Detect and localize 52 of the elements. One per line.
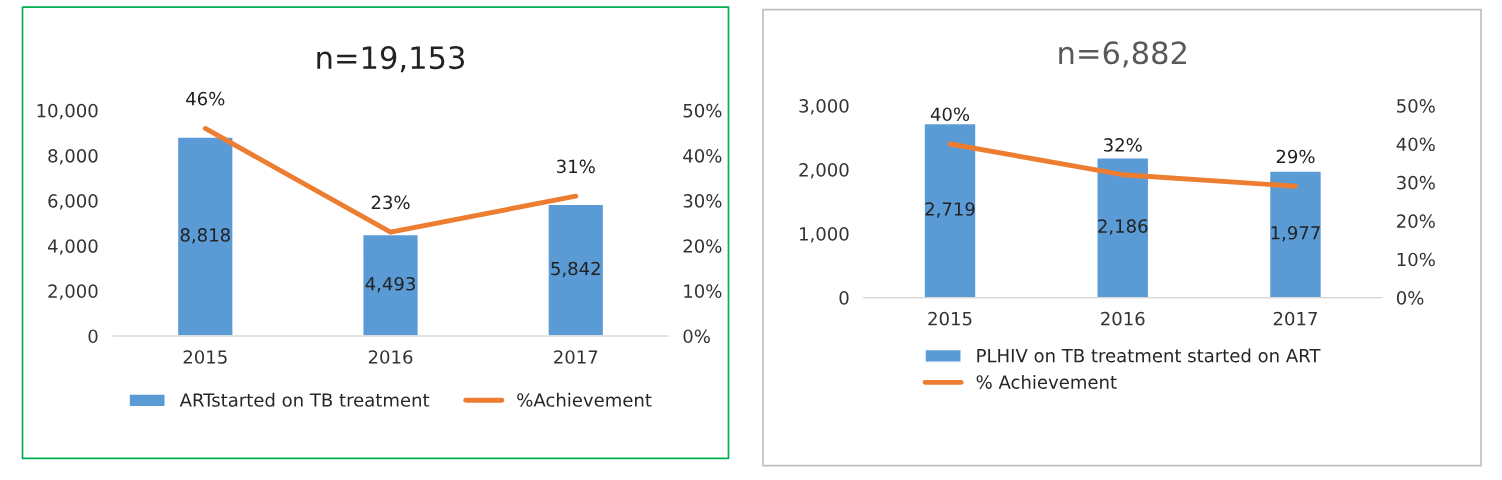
- y2-tick-label: 50%: [1397, 99, 1435, 113]
- y2-tick-label: 30%: [1397, 175, 1435, 190]
- x-tick-label: 2016: [368, 350, 413, 364]
- data-label: 31%: [557, 159, 595, 174]
- data-label: 32%: [1104, 138, 1142, 152]
- bar: [1268, 170, 1323, 298]
- y-tick-label: 2,000: [799, 163, 849, 179]
- y-tick-label: 4,000: [47, 239, 98, 255]
- y-tick-label: 2,000: [48, 284, 98, 300]
- chart-title: n=6,882: [1059, 41, 1186, 68]
- x-tick-label: 2017: [554, 350, 598, 364]
- x-tick-label: 2016: [1101, 311, 1145, 326]
- data-label: 1,977: [1271, 225, 1320, 242]
- legend-label: % Achievement: [976, 374, 1117, 389]
- y2-tick-label: 30%: [683, 194, 722, 208]
- x-tick-label: 2015: [928, 311, 972, 326]
- y-tick-label: 8,000: [48, 148, 98, 165]
- y-tick-label: 0: [839, 291, 849, 305]
- x-tick-label: 2017: [1273, 311, 1317, 326]
- data-label: 2,186: [1098, 219, 1148, 235]
- data-label: 23%: [371, 195, 410, 210]
- bar: [1096, 157, 1150, 298]
- y2-tick-label: 40%: [1396, 137, 1435, 152]
- y-tick-label: 0: [88, 329, 98, 344]
- bar: [923, 122, 977, 298]
- y-tick-label: 6,000: [48, 194, 98, 210]
- y2-tick-label: 0%: [1396, 291, 1424, 305]
- legend-label: %Achievement: [517, 392, 652, 407]
- y2-tick-label: 50%: [683, 103, 722, 118]
- chart-title: n=19,153: [317, 46, 465, 73]
- bar: [547, 203, 605, 336]
- y2-tick-label: 20%: [683, 239, 722, 253]
- data-label: 40%: [930, 107, 970, 122]
- y2-tick-label: 0%: [683, 329, 710, 344]
- y-tick-label: 1,000: [800, 227, 849, 243]
- data-label: 5,842: [551, 261, 600, 278]
- y-tick-label: 10,000: [37, 103, 98, 120]
- y2-tick-label: 40%: [683, 148, 722, 163]
- legend-label: PLHIV on TB treatment started on ART: [977, 348, 1321, 363]
- y-tick-label: 3,000: [799, 99, 849, 115]
- data-label: 8,818: [180, 228, 230, 244]
- data-label: 29%: [1276, 149, 1315, 164]
- y2-tick-label: 20%: [1397, 214, 1435, 228]
- data-label: 46%: [186, 91, 225, 106]
- data-label: 4,493: [365, 276, 415, 293]
- legend-label: ARTstarted on TB treatment: [179, 392, 430, 407]
- bar: [176, 136, 234, 336]
- bar: [362, 233, 420, 336]
- y2-tick-label: 10%: [684, 284, 722, 298]
- data-label: 2,719: [925, 202, 975, 218]
- y2-tick-label: 10%: [1397, 252, 1435, 267]
- x-tick-label: 2015: [183, 350, 227, 364]
